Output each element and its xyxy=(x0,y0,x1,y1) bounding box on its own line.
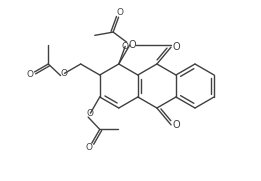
Text: O: O xyxy=(117,8,124,17)
Text: O: O xyxy=(87,109,94,118)
Text: O: O xyxy=(172,42,180,52)
Text: O: O xyxy=(27,70,34,79)
Text: O: O xyxy=(122,42,129,51)
Text: O: O xyxy=(61,69,68,78)
Text: O: O xyxy=(86,143,93,152)
Text: O: O xyxy=(172,120,180,130)
Text: O: O xyxy=(129,40,137,50)
